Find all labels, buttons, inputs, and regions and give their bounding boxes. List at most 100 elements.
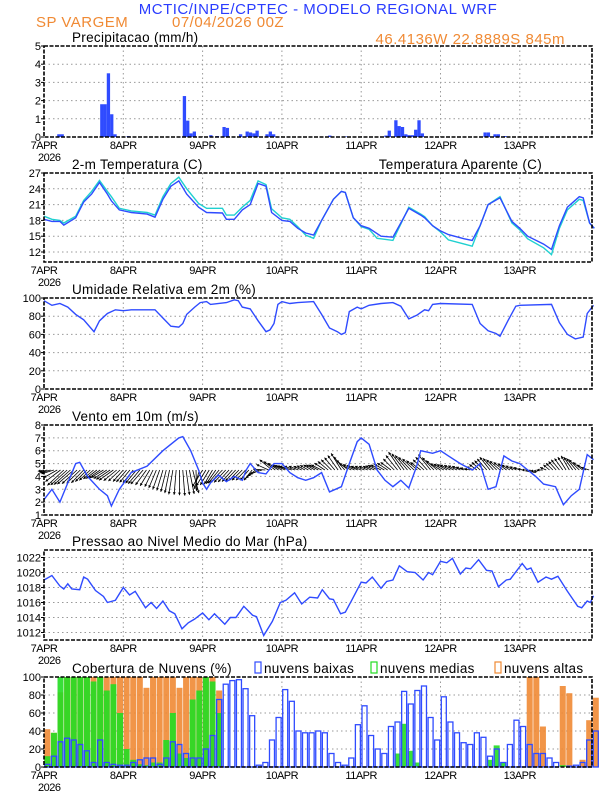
precip-bar [225,127,230,137]
wind-arrow [550,459,560,471]
date-label: 9APR [189,392,216,404]
date-label: 7APR [31,770,58,782]
wind-arrow [479,456,491,471]
wind-arrow [148,469,157,489]
wind-arrow [482,458,494,471]
wind-arrow-head [362,465,366,469]
wind-arrow-shaft [415,456,428,471]
precip-bar [407,135,411,137]
wind-arrow-head [563,457,567,461]
wind-arrow-head [135,482,139,485]
humidity-plot-area [43,299,595,340]
cloud-bar-nuvens-baixas [249,715,256,768]
date-label: 10APR [266,770,299,782]
y-tick-label: 0 [35,384,41,396]
wind-arrow-head [45,478,49,482]
cloud-bar-nuvens-medias [50,732,57,767]
wind-arrow-shaft [479,456,491,471]
cloud-bar-nuvens-medias [150,762,157,767]
wind-arrow-head [440,464,444,468]
y-tick-label: 3 [35,77,41,89]
cloud-bar-nuvens-altas [586,720,593,767]
wind-arrow [560,455,570,471]
cloud-bar-nuvens-baixas [506,743,514,768]
wind-arrow-head [160,488,163,492]
date-label: 8APR [110,643,137,655]
wind-arrow [436,464,448,471]
wind-arrow [394,455,408,471]
wind-arrow-head [489,461,493,464]
wind-arrow [93,469,107,479]
precip-bar [106,73,111,137]
wind-arrow-shaft [185,469,190,495]
wind-arrow-shaft [127,469,141,484]
wind-arrow-head [293,465,297,469]
wind-arrow-head [342,464,346,467]
wind-arrow-head [545,463,549,467]
cloud-bar-nuvens-medias [97,677,104,767]
y-tick-label: 18 [29,215,41,227]
cloud-bar-nuvens-baixas [407,703,414,768]
date-label: 8APR [110,770,137,782]
wind-arrow-head [279,465,283,469]
wind-arrow-head [71,479,75,483]
wind-arrow [98,469,114,481]
cloud-bar-nuvens-baixas [275,716,282,768]
precip-bar [186,120,190,137]
wind-arrow [548,461,557,471]
precip-bar [483,132,487,137]
legend-swatch [254,661,262,674]
date-label: 11APR [345,518,377,530]
date-label: 8APR [110,265,137,277]
wind-arrow-shaft [160,469,167,492]
wind-arrow [539,467,547,471]
cloud-bar-nuvens-medias [169,713,176,767]
wind-arrow-head [113,478,116,482]
precip-bar [486,132,491,137]
cloud-bar-nuvens-medias [407,750,414,767]
wind-arrow [296,465,306,471]
cloud-bar-nuvens-baixas [83,750,91,768]
cloud-bar-nuvens-baixas [427,716,434,768]
plot-frame [43,549,593,641]
cloud-bar-nuvens-baixas [321,732,329,768]
cloud-bar-nuvens-baixas [328,752,335,768]
wind-arrow [563,456,573,471]
y-tick-label: 1 [35,114,41,126]
wind-arrow-head [288,465,292,469]
wind-arrow-head [178,492,181,496]
wind-arrow-head [200,482,203,485]
wind-arrow [135,469,147,486]
y-tick-label: 4 [35,59,41,71]
cloud-bar-nuvens-medias [143,765,150,767]
cloud-bar-nuvens-medias [130,759,137,767]
wind-arrow-head [551,459,554,463]
y-tick-label: 1020 [17,568,41,580]
wind-arrow [288,465,299,471]
wind-arrow-head [413,459,416,463]
precip-bar [182,96,187,137]
wind-arrow [536,468,543,472]
wind-arrow [380,461,392,471]
cloud-bar-nuvens-medias [196,690,203,767]
y-tick-label: 15 [29,231,41,243]
wind-arrow-head [128,480,131,484]
y-tick-label: 4 [35,471,41,483]
wind-arrow-head [456,466,460,470]
wind-arrow [116,469,127,483]
date-label: 13APR [504,265,537,277]
temp-panel: 12 15 18 21 24 27 7APR 8APR 9APR 10APR 11APR 12APR 1… [29,157,595,289]
year-label: 2026 [38,152,61,164]
cloud-bar-nuvens-altas [183,677,190,767]
wind-arrow-head [474,460,478,464]
precip-bar [493,134,497,137]
date-label: 10APR [266,265,299,277]
wind-arrow-head [93,475,97,479]
wind-arrow [53,469,71,485]
wind-arrow-head [464,467,467,471]
wind-arrow [205,469,217,484]
y-tick-label: 100 [23,672,41,684]
cloud-bar-nuvens-medias [559,765,566,767]
cloud-bar-nuvens-baixas [467,743,474,768]
wind-arrow-head [274,465,278,468]
